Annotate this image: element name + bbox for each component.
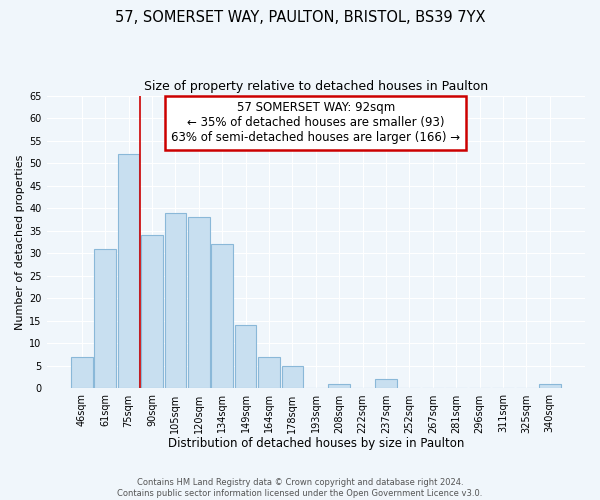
Bar [235, 326, 256, 388]
Bar [94, 249, 116, 388]
Y-axis label: Number of detached properties: Number of detached properties [15, 154, 25, 330]
Text: Contains HM Land Registry data © Crown copyright and database right 2024.
Contai: Contains HM Land Registry data © Crown c… [118, 478, 482, 498]
Bar [118, 154, 139, 388]
Bar [281, 366, 303, 388]
Text: 57 SOMERSET WAY: 92sqm
← 35% of detached houses are smaller (93)
63% of semi-det: 57 SOMERSET WAY: 92sqm ← 35% of detached… [171, 102, 460, 144]
Bar [539, 384, 560, 388]
Bar [141, 236, 163, 388]
Bar [211, 244, 233, 388]
Bar [188, 217, 209, 388]
Text: 57, SOMERSET WAY, PAULTON, BRISTOL, BS39 7YX: 57, SOMERSET WAY, PAULTON, BRISTOL, BS39… [115, 10, 485, 25]
Bar [328, 384, 350, 388]
Bar [71, 357, 92, 388]
Title: Size of property relative to detached houses in Paulton: Size of property relative to detached ho… [144, 80, 488, 93]
Bar [164, 212, 186, 388]
Bar [258, 357, 280, 388]
X-axis label: Distribution of detached houses by size in Paulton: Distribution of detached houses by size … [167, 437, 464, 450]
Bar [375, 380, 397, 388]
